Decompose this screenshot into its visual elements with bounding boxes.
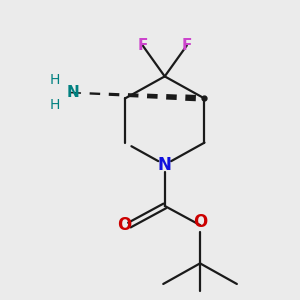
Text: O: O xyxy=(193,213,207,231)
Text: F: F xyxy=(137,38,148,53)
Text: H: H xyxy=(50,73,60,87)
Text: N: N xyxy=(67,85,80,100)
Text: O: O xyxy=(117,216,131,234)
Text: N: N xyxy=(158,156,172,174)
Text: H: H xyxy=(50,98,60,112)
Text: F: F xyxy=(182,38,192,53)
